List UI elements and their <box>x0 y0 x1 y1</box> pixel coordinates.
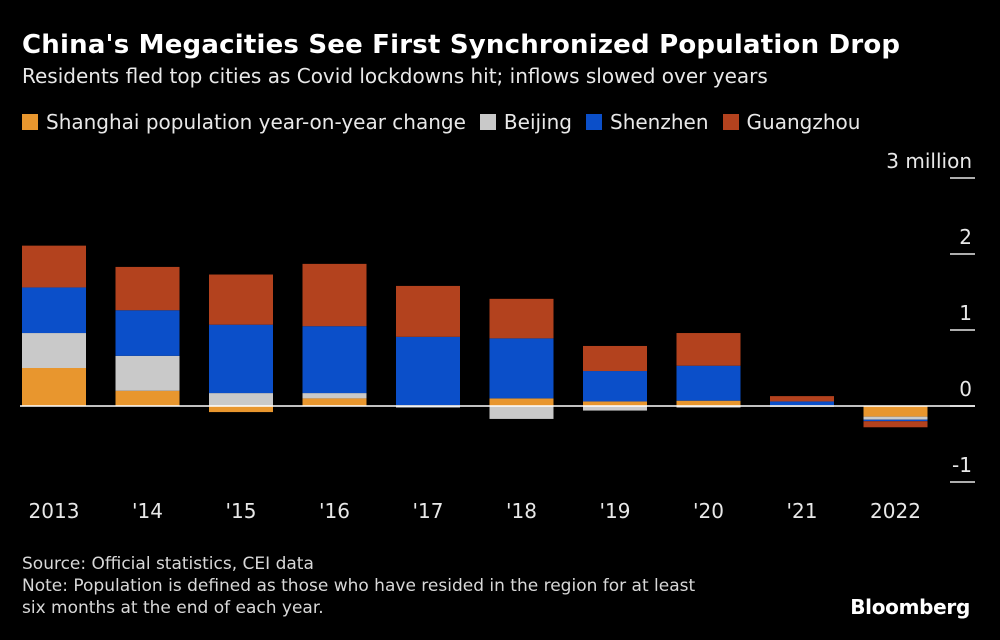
y-tick-label: -1 <box>952 453 972 477</box>
bar-segment-shenzhen <box>302 326 367 394</box>
bar-segment-guangzhou <box>770 396 834 402</box>
bar-segment-guangzhou <box>583 345 647 372</box>
bar-segment-shenzhen <box>770 401 834 406</box>
bar-segment-shanghai <box>583 401 647 406</box>
bar-segment-shenzhen <box>676 365 741 401</box>
legend-swatch-beijing <box>479 114 496 130</box>
bloomberg-logo: Bloomberg <box>850 595 970 619</box>
bar-segment-guangzhou <box>396 285 460 337</box>
definition-note-line2: six months at the end of each year. <box>22 598 324 618</box>
definition-note-line1: Note: Population is defined as those who… <box>22 576 696 596</box>
y-tick-label: 3 million <box>886 149 972 173</box>
footer: Source: Official statistics, CEI data No… <box>22 553 695 619</box>
bar-segment-guangzhou <box>863 421 928 428</box>
legend-swatch-guangzhou <box>722 114 739 130</box>
bar-segment-shenzhen <box>209 324 273 394</box>
x-tick-label: '18 <box>506 499 537 523</box>
legend-label-shanghai: Shanghai population year-on-year change <box>46 110 466 134</box>
bar-segment-guangzhou <box>22 245 86 288</box>
chart-title: China's Megacities See First Synchronize… <box>22 30 901 60</box>
bar-segment-shanghai <box>676 400 741 406</box>
bar-segment-guangzhou <box>676 333 741 366</box>
x-tick-label: '19 <box>600 499 631 523</box>
bar-segment-beijing <box>209 393 273 406</box>
stacked-bar-chart: 3 million 2 1 0 -1 2013 '14 '15 '16 '17 '18 '19 '20 '… <box>20 149 975 523</box>
bar-segment-shenzhen <box>22 287 86 334</box>
bar-segment-shenzhen <box>583 371 647 402</box>
bar-segment-shanghai <box>209 406 273 413</box>
legend: Shanghai population year-on-year change … <box>22 110 874 134</box>
legend-label-guangzhou: Guangzhou <box>746 110 861 134</box>
bar-segment-shanghai <box>489 398 554 406</box>
legend-label-shenzhen: Shenzhen <box>610 110 709 134</box>
bar-segment-guangzhou <box>489 298 554 339</box>
bar-segment-guangzhou <box>115 266 180 311</box>
y-tick-label: 1 <box>959 301 972 325</box>
x-tick-label: 2013 <box>29 499 80 523</box>
bar-segment-shanghai <box>115 390 180 406</box>
legend-swatch-shanghai <box>22 114 38 130</box>
legend-label-beijing: Beijing <box>503 110 572 134</box>
bar-segment-shenzhen <box>489 338 554 399</box>
x-tick-label: '17 <box>413 499 444 523</box>
bar-segment-beijing <box>863 416 928 420</box>
bar-segment-beijing <box>489 406 554 419</box>
bar-segment-beijing <box>115 355 180 391</box>
bar-segment-beijing <box>676 406 741 408</box>
y-tick-label: 0 <box>959 377 972 401</box>
x-tick-label: '20 <box>693 499 724 523</box>
bar-segment-shanghai <box>863 406 928 417</box>
legend-item-shanghai: Shanghai population year-on-year change <box>22 110 466 134</box>
bar-segment-guangzhou <box>302 263 367 327</box>
bar-segment-shenzhen <box>863 419 928 422</box>
bar-segment-beijing <box>583 406 647 411</box>
legend-item-beijing: Beijing <box>479 110 572 134</box>
source-note: Source: Official statistics, CEI data <box>22 554 314 574</box>
x-tick-label: '14 <box>132 499 163 523</box>
legend-swatch-shenzhen <box>586 114 602 130</box>
bar-segment-guangzhou <box>209 274 273 325</box>
x-tick-label: '21 <box>787 499 818 523</box>
legend-item-guangzhou: Guangzhou <box>722 110 861 134</box>
bar-segment-beijing <box>22 333 86 368</box>
bar-segment-shanghai <box>302 398 367 406</box>
legend-item-shenzhen: Shenzhen <box>586 110 709 134</box>
bar-segment-shanghai <box>22 368 86 406</box>
chart-subtitle: Residents fled top cities as Covid lockd… <box>22 64 768 88</box>
bar-segment-beijing <box>302 393 367 399</box>
x-tick-label: '15 <box>226 499 257 523</box>
y-tick-label: 2 <box>959 225 972 249</box>
bar-segment-shenzhen <box>396 336 460 406</box>
x-tick-label: '16 <box>319 499 350 523</box>
bar-segment-shenzhen <box>115 310 180 356</box>
x-tick-label: 2022 <box>870 499 921 523</box>
bar-segment-beijing <box>396 406 460 408</box>
